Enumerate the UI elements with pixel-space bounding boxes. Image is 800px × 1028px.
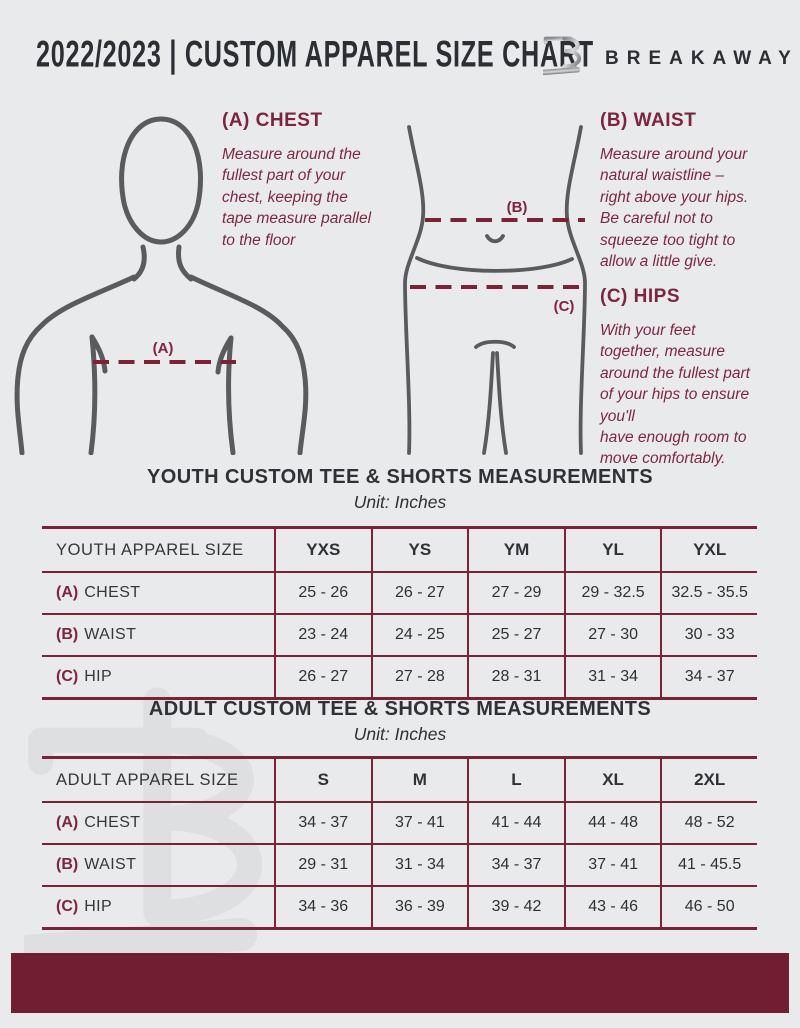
row-name: CHEST — [84, 584, 141, 601]
chest-instructions: (A) CHEST Measure around the fullest par… — [222, 110, 417, 251]
column-header: YXS — [274, 529, 371, 571]
waist-body-text: Measure around your natural waistline – … — [600, 146, 749, 270]
table-row: (B) WAIST 29 - 31 31 - 34 34 - 37 37 - 4… — [42, 843, 757, 885]
adult-size-table: ADULT APPAREL SIZE S M L XL 2XL (A) CHES… — [42, 756, 757, 930]
breakaway-logo-icon — [543, 30, 582, 76]
adult-unit-label: Unit: Inches — [353, 724, 447, 744]
table-cell: 30 - 33 — [660, 615, 757, 655]
table-cell: 26 - 27 — [370, 573, 468, 613]
column-header: YXL — [660, 529, 757, 571]
table-cell: 29 - 32.5 — [563, 573, 661, 613]
table-cell: 34 - 37 — [467, 845, 564, 885]
row-name: HIP — [84, 898, 113, 915]
footer-bar — [11, 953, 789, 1013]
hips-instructions: (C) HIPS With your feet together, measur… — [600, 286, 795, 470]
table-cell: 25 - 27 — [467, 615, 564, 655]
table-cell: 25 - 26 — [274, 573, 371, 613]
youth-section-title: YOUTH CUSTOM TEE & SHORTS MEASUREMENTS — [147, 466, 653, 488]
table-cell: 24 - 25 — [370, 615, 468, 655]
row-label: (A) CHEST — [42, 573, 274, 613]
table-cell: 32.5 - 35.5 — [660, 573, 757, 613]
brand-name: BREAKAWAY — [605, 48, 799, 69]
table-row: (A) CHEST 34 - 37 37 - 41 41 - 44 44 - 4… — [42, 801, 757, 843]
youth-unit-label: Unit: Inches — [353, 492, 447, 512]
table-cell: 23 - 24 — [274, 615, 371, 655]
row-label: (C) HIP — [42, 887, 274, 927]
table-cell: 37 - 41 — [563, 845, 661, 885]
table-cell: 27 - 28 — [370, 657, 468, 697]
waist-instructions: (B) WAIST Measure around your natural wa… — [600, 110, 795, 272]
column-header: 2XL — [660, 759, 757, 801]
chest-body-text: Measure around the fullest part of your … — [222, 146, 372, 249]
row-name: HIP — [84, 668, 113, 685]
table-cell: 34 - 37 — [274, 803, 371, 843]
row-label: (B) WAIST — [42, 845, 274, 885]
table-cell: 48 - 52 — [660, 803, 757, 843]
row-letter: (A) — [56, 584, 79, 601]
adult-table-header-row: ADULT APPAREL SIZE S M L XL 2XL — [42, 759, 757, 801]
lower-body-figure: (B) (C) — [403, 125, 588, 455]
chest-heading: (A) CHEST — [222, 110, 323, 131]
hips-line-label: (C) — [554, 298, 575, 315]
chest-line-label: (A) — [153, 340, 174, 357]
table-cell: 34 - 36 — [274, 887, 371, 927]
table-cell: 29 - 31 — [274, 845, 371, 885]
table-row: (C) HIP 26 - 27 27 - 28 28 - 31 31 - 34 … — [42, 655, 757, 697]
column-header: XL — [563, 759, 661, 801]
row-letter: (C) — [56, 898, 79, 915]
column-header: L — [467, 759, 564, 801]
waist-heading: (B) WAIST — [600, 110, 697, 131]
row-letter: (A) — [56, 814, 79, 831]
row-name: WAIST — [84, 856, 137, 873]
column-header: S — [274, 759, 371, 801]
row-label: (B) WAIST — [42, 615, 274, 655]
waist-line-label: (B) — [507, 199, 528, 216]
adult-section-title: ADULT CUSTOM TEE & SHORTS MEASUREMENTS — [148, 698, 652, 720]
table-cell: 27 - 30 — [563, 615, 661, 655]
table-cell: 39 - 42 — [467, 887, 564, 927]
column-header: ADULT APPAREL SIZE — [56, 770, 239, 789]
table-cell: 31 - 34 — [563, 657, 661, 697]
hips-body-text: With your feet together, measure around … — [600, 322, 750, 468]
row-name: WAIST — [84, 626, 137, 643]
hips-heading: (C) HIPS — [600, 286, 680, 307]
table-row: (B) WAIST 23 - 24 24 - 25 25 - 27 27 - 3… — [42, 613, 757, 655]
table-cell: 43 - 46 — [563, 887, 661, 927]
table-cell: 31 - 34 — [370, 845, 468, 885]
table-cell: 26 - 27 — [274, 657, 371, 697]
row-letter: (B) — [56, 626, 79, 643]
row-letter: (C) — [56, 668, 79, 685]
row-letter: (B) — [56, 856, 79, 873]
table-cell: 27 - 29 — [467, 573, 564, 613]
table-cell: 36 - 39 — [370, 887, 468, 927]
row-label: (C) HIP — [42, 657, 274, 697]
table-cell: 34 - 37 — [660, 657, 757, 697]
table-row: (A) CHEST 25 - 26 26 - 27 27 - 29 29 - 3… — [42, 571, 757, 613]
table-row: (C) HIP 34 - 36 36 - 39 39 - 42 43 - 46 … — [42, 885, 757, 927]
row-name: CHEST — [84, 814, 141, 831]
column-header: M — [370, 759, 468, 801]
column-header: YM — [467, 529, 564, 571]
table-cell: 37 - 41 — [370, 803, 468, 843]
table-cell: 41 - 45.5 — [660, 845, 757, 885]
column-header: YL — [563, 529, 661, 571]
upper-body-figure: (A) — [14, 116, 309, 455]
row-label: (A) CHEST — [42, 803, 274, 843]
youth-size-table: YOUTH APPAREL SIZE YXS YS YM YL YXL (A) … — [42, 526, 757, 700]
page-title: 2022/2023 | CUSTOM APPAREL SIZE CHART — [36, 34, 594, 75]
watermark-logo-icon — [24, 687, 263, 968]
table-cell: 46 - 50 — [660, 887, 757, 927]
table-cell: 28 - 31 — [467, 657, 564, 697]
column-header: YS — [370, 529, 468, 571]
table-cell: 44 - 48 — [563, 803, 661, 843]
table-cell: 41 - 44 — [467, 803, 564, 843]
column-header: YOUTH APPAREL SIZE — [56, 540, 244, 559]
brand-logo: BREAKAWAY — [543, 24, 799, 80]
youth-table-header-row: YOUTH APPAREL SIZE YXS YS YM YL YXL — [42, 529, 757, 571]
